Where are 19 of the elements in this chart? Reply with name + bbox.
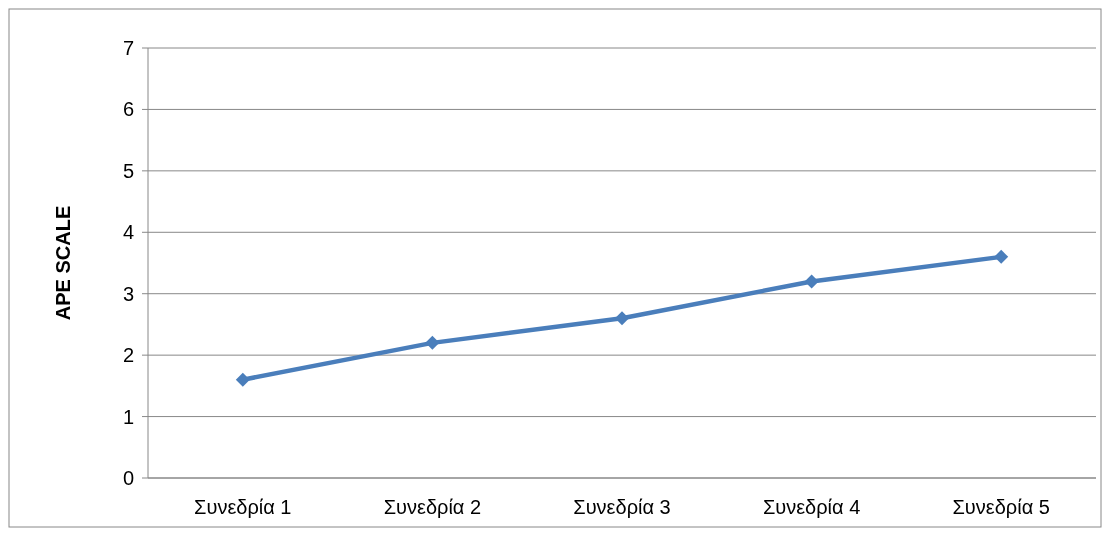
point [804,274,819,289]
x-tick-label: Συνεδρία 4 [762,496,861,518]
y-tick-label: 1 [122,405,134,428]
point [615,311,629,326]
x-tick-label: Συνεδρία 5 [952,496,1050,518]
x-tick-label: Συνεδρία 2 [383,496,482,518]
y-tick-label: 2 [122,344,134,367]
y-tick-label: 4 [122,221,134,244]
x-tick-label: Συνεδρία 3 [573,496,671,518]
y-tick-label: 5 [122,159,134,182]
y-tick-label: 6 [122,98,134,121]
y-tick-label: 0 [122,467,134,489]
y-tick-label: 3 [122,282,134,305]
point [994,249,1009,264]
x-tick-label: Συνεδρία 1 [194,496,292,518]
point [235,372,250,387]
y-axis-title: APE SCALE [52,205,74,321]
y-tick-label: 7 [122,37,134,59]
point [425,335,440,350]
